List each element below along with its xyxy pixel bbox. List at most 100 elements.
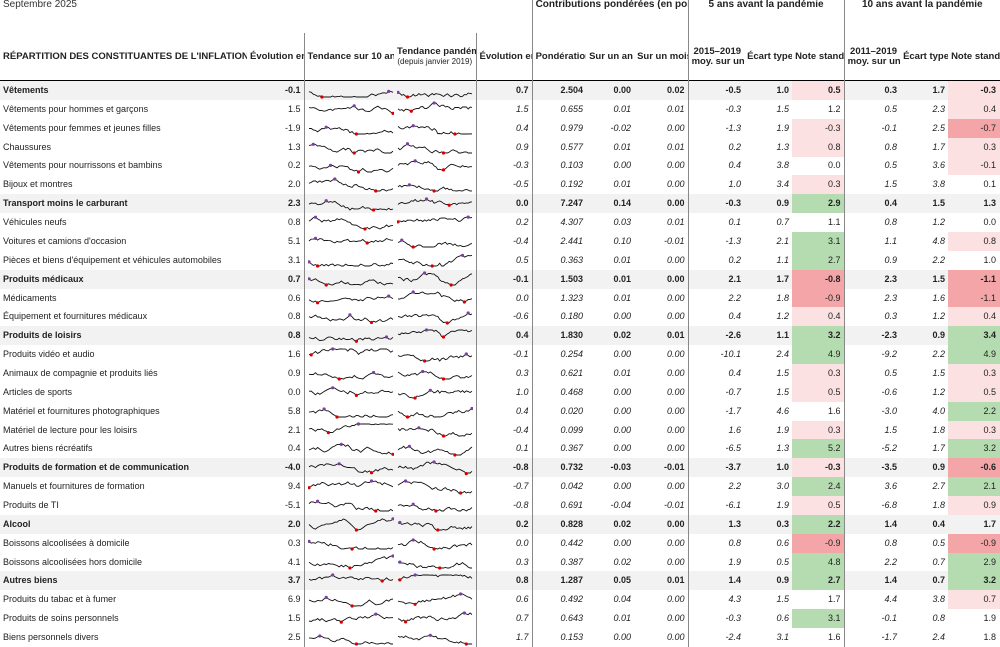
header-z10: Note standard bbox=[951, 51, 1000, 63]
contrib-yoy-value: 0.14 bbox=[586, 194, 635, 214]
sparkline-icon bbox=[308, 612, 393, 624]
contrib-yoy-value: 0.01 bbox=[613, 613, 632, 624]
avg10-value: 0.3 bbox=[843, 80, 901, 100]
trend10-sparkline bbox=[303, 175, 394, 195]
table-row: Voitures et camions d'occasion 5.1 -0.4 2.4… bbox=[0, 232, 1000, 251]
avg10-value: 0.5 bbox=[843, 99, 901, 119]
column-header-row: RÉPARTITION DES CONSTITUANTES DE L'INFLA… bbox=[0, 33, 1000, 81]
sparkline-line bbox=[308, 372, 393, 380]
sparkline-high-marker bbox=[373, 612, 377, 616]
sd10-value: 1.8 bbox=[932, 499, 946, 510]
sparkline-high-marker bbox=[330, 573, 334, 577]
table-row: Équipement et fournitures médicaux 0.8 -0.… bbox=[0, 307, 1000, 327]
contrib-yoy-value: 0.00 bbox=[613, 349, 632, 360]
sd5-value: 1.1 bbox=[776, 254, 790, 265]
mom-value: -0.7 bbox=[475, 477, 533, 497]
component-name: Vêtements pour nourrissons et bambins bbox=[3, 160, 163, 171]
trendpan-sparkline bbox=[394, 80, 476, 100]
sparkline-high-marker bbox=[356, 422, 360, 426]
z10-value: 4.9 bbox=[948, 345, 1000, 365]
table-row: Matériel de lecture pour les loisirs 2.1 -… bbox=[0, 420, 1000, 440]
sparkline-icon bbox=[397, 101, 473, 114]
sparkline-line bbox=[308, 105, 393, 115]
mom-value: 0.0 bbox=[475, 194, 533, 214]
avg5-value: 1.9 bbox=[687, 552, 745, 572]
contrib-yoy-value: 0.00 bbox=[613, 386, 632, 397]
sparkline-high-marker bbox=[424, 328, 429, 332]
sparkline-high-marker bbox=[369, 478, 373, 483]
sparkline-high-marker bbox=[407, 183, 411, 187]
sparkline-low-marker bbox=[339, 620, 343, 624]
sparkline-line bbox=[308, 613, 393, 623]
contrib-yoy-value: 0.00 bbox=[613, 424, 632, 435]
contrib-yoy-value: 0.00 bbox=[613, 311, 632, 322]
avg5-value: 1.6 bbox=[687, 420, 745, 440]
table-row: Pièces et biens d'équipement et véhicule… bbox=[0, 250, 1000, 270]
z5-value: 0.3 bbox=[792, 175, 845, 195]
avg10-value: 1.4 bbox=[843, 514, 901, 534]
sd10-value: 4.0 bbox=[932, 405, 946, 416]
z5-value: -0.3 bbox=[792, 118, 845, 138]
trend10-sparkline bbox=[303, 194, 394, 214]
sd10-value: 1.7 bbox=[900, 80, 949, 100]
yoy-value: 4.1 bbox=[287, 556, 301, 567]
sparkline-low-marker bbox=[334, 415, 339, 419]
sparkline-icon bbox=[397, 521, 473, 532]
weight-value: 0.387 bbox=[531, 552, 587, 572]
sparkline-high-marker bbox=[322, 407, 326, 411]
avg10-value: -3.5 bbox=[843, 458, 901, 478]
sparkline-icon bbox=[308, 554, 394, 570]
yoy-value: 0.8 bbox=[287, 217, 301, 228]
sparkline-low-marker bbox=[354, 132, 358, 136]
sparkline-low-marker bbox=[319, 94, 323, 99]
trend10-sparkline bbox=[303, 533, 394, 553]
avg5-value: 2.2 bbox=[687, 288, 745, 308]
sd10-value: 1.2 bbox=[932, 217, 946, 228]
z5-value: 4.8 bbox=[792, 552, 845, 572]
z5-value: -0.8 bbox=[792, 269, 845, 289]
z10-value: 1.7 bbox=[948, 514, 1000, 534]
header-yoy: Évolution en % sur un an bbox=[250, 51, 304, 63]
yoy-value: 0.6 bbox=[287, 292, 301, 303]
mom-value: 0.7 bbox=[475, 80, 533, 100]
table-row: Produits du tabac et à fumer 6.9 0.6 0.492 0… bbox=[0, 590, 1000, 610]
avg10-value: 2.3 bbox=[843, 288, 901, 308]
sparkline-line bbox=[397, 312, 473, 324]
yoy-value: -5.1 bbox=[284, 499, 301, 510]
sparkline-low-marker bbox=[411, 245, 415, 250]
z10-value: -1.1 bbox=[948, 269, 1000, 289]
trend10-sparkline bbox=[303, 288, 394, 308]
sparkline-high-marker bbox=[390, 517, 394, 521]
contrib-yoy-value: 0.02 bbox=[586, 514, 635, 534]
table-row: Produits vidéo et audio 1.6 -0.1 0.254 0.00 0… bbox=[0, 345, 1000, 365]
sd10-value: 0.9 bbox=[900, 458, 949, 478]
table-row: Matériel et fournitures photographiques 5… bbox=[0, 401, 1000, 421]
z10-value: 0.7 bbox=[948, 590, 1000, 610]
trendpan-sparkline bbox=[394, 194, 476, 214]
sd5-value: 1.2 bbox=[776, 311, 790, 322]
sparkline-icon bbox=[308, 442, 394, 456]
contrib-yoy-value: 0.01 bbox=[613, 103, 632, 114]
trend10-sparkline bbox=[303, 307, 394, 327]
sparkline-low-marker bbox=[307, 485, 311, 489]
contrib-yoy-value: 0.10 bbox=[613, 235, 632, 246]
sparkline-high-marker bbox=[311, 142, 315, 147]
mom-value: 0.7 bbox=[475, 609, 533, 629]
z10-value: 0.9 bbox=[948, 496, 1000, 515]
sparkline-icon bbox=[397, 407, 473, 419]
component-name: Produits médicaux bbox=[0, 269, 247, 289]
sparkline-low-marker bbox=[371, 208, 375, 212]
sparkline-icon bbox=[397, 271, 473, 287]
trendpan-sparkline bbox=[394, 383, 476, 402]
avg10-value: 0.9 bbox=[843, 250, 901, 270]
sparkline-line bbox=[308, 518, 393, 531]
sparkline-low-marker bbox=[404, 619, 408, 624]
sd10-value: 1.7 bbox=[932, 141, 946, 152]
component-name: Produits de TI bbox=[3, 499, 59, 510]
z10-value: 0.4 bbox=[948, 99, 1000, 119]
z10-value: 1.9 bbox=[983, 613, 997, 624]
yoy-value: 1.5 bbox=[287, 613, 301, 624]
trend10-sparkline bbox=[303, 514, 394, 534]
sd10-value: 3.6 bbox=[932, 160, 946, 171]
